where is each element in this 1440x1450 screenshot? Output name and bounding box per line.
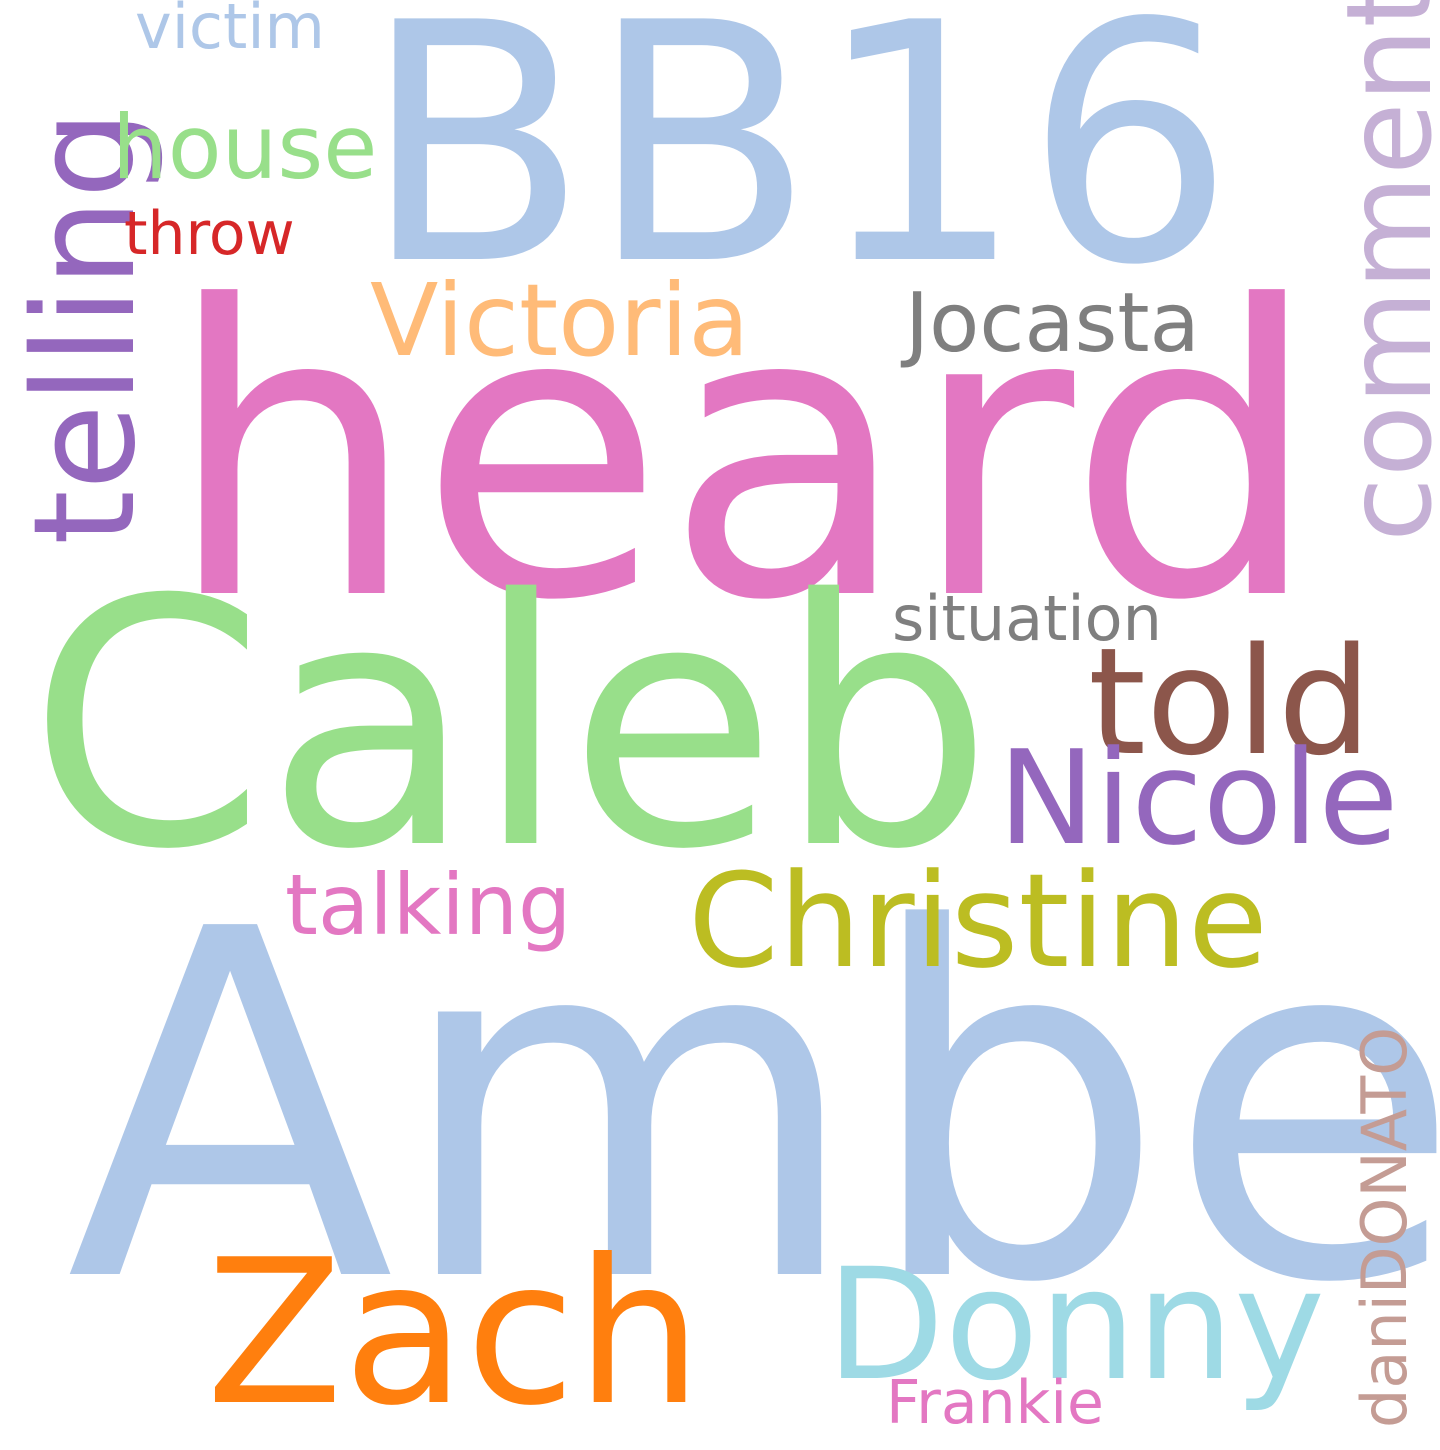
word-bb16: BB16 [362,0,1235,337]
word-comment: comment [1320,0,1440,542]
word-nicole: Nicole [998,722,1399,874]
word-victim: victim [135,0,325,63]
word-house: house [112,96,378,199]
word-frankie: Frankie [886,1368,1104,1438]
word-situation: situation [892,582,1162,655]
word-jocasta: Jocasta [905,276,1200,371]
word-heard: heard [165,223,1322,688]
word-christine: Christine [688,845,1268,997]
word-talking: talking [285,856,572,954]
word-told: told [1088,616,1372,788]
word-danidonato: daniDONATO [1348,1026,1421,1428]
word-caleb: Caleb [28,528,994,924]
word-throw: throw [124,199,295,269]
word-victoria: Victoria [370,262,750,379]
word-amber: Amber [66,829,1440,1388]
word-zach: Zach [206,1217,703,1450]
word-donny: Donny [826,1236,1326,1415]
